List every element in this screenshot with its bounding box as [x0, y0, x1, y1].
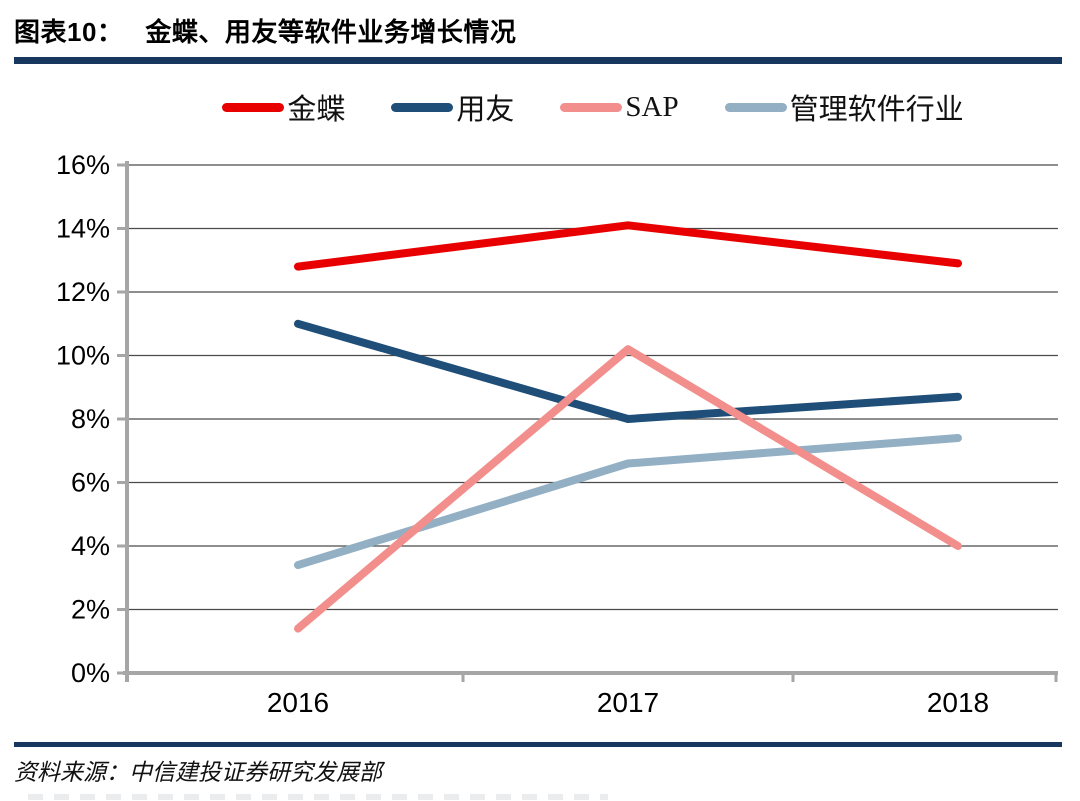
legend-label: 用友: [456, 94, 515, 126]
x-tick-label: 2017: [597, 687, 659, 718]
chart-legend: 金蝶 用友 SAP 管理软件行业: [128, 88, 1058, 126]
legend-label: 管理软件行业: [789, 94, 964, 126]
legend-item-用友: 用友: [391, 86, 514, 128]
gridlines: [128, 164, 1058, 611]
series-line-SAP: [294, 345, 962, 633]
y-tick-label: 0%: [71, 658, 110, 688]
x-axis: [123, 671, 1058, 682]
title-underline-bar: [14, 57, 1062, 64]
chart-title-text: 金蝶、用友等软件业务增长情况: [145, 17, 517, 47]
legend-swatch-icon: [560, 102, 623, 112]
series-lines: [294, 221, 962, 633]
y-tick-label: 6%: [71, 468, 110, 498]
y-tick-label: 12%: [56, 277, 110, 307]
source-note: 资料来源：中信建投证券研究发展部: [14, 760, 382, 785]
x-tick-labels: 2016 2017 2018: [267, 687, 989, 718]
legend-swatch-icon: [724, 102, 787, 112]
y-tick-label: 10%: [56, 341, 110, 371]
y-tick-label: 16%: [56, 150, 110, 180]
legend-item-管理软件行业: 管理软件行业: [724, 86, 964, 128]
footer-rule-bar: [14, 742, 1062, 747]
legend-label: 金蝶: [287, 94, 346, 126]
legend-item-金蝶: 金蝶: [222, 86, 345, 128]
y-tick-label: 4%: [71, 531, 110, 561]
x-tick-label: 2016: [267, 687, 329, 718]
legend-swatch-icon: [391, 102, 454, 112]
y-tick-label: 2%: [71, 595, 110, 625]
legend-label: SAP: [625, 90, 679, 123]
y-tick-label: 8%: [71, 404, 110, 434]
line-chart-canvas: 0% 2% 4% 6% 8% 10% 12% 14% 16% 2016 2017 2018: [56, 150, 1058, 718]
x-tick-label: 2018: [927, 687, 989, 718]
y-tick-label: 14%: [56, 214, 110, 244]
chart-title-tag: 图表10：: [14, 17, 124, 47]
y-axis: [117, 161, 129, 682]
series-line-金蝶: [294, 221, 962, 271]
cutoff-text-remnant: [28, 794, 608, 800]
legend-swatch-icon: [222, 102, 285, 112]
y-tick-labels: 0% 2% 4% 6% 8% 10% 12% 14% 16%: [56, 150, 110, 688]
line-chart: 0% 2% 4% 6% 8% 10% 12% 14% 16% 2016 2017 2018: [0, 140, 1080, 740]
chart-title: 图表10： 金蝶、用友等软件业务增长情况: [14, 12, 516, 49]
legend-item-SAP: SAP: [560, 90, 679, 124]
series-line-用友: [294, 319, 962, 423]
